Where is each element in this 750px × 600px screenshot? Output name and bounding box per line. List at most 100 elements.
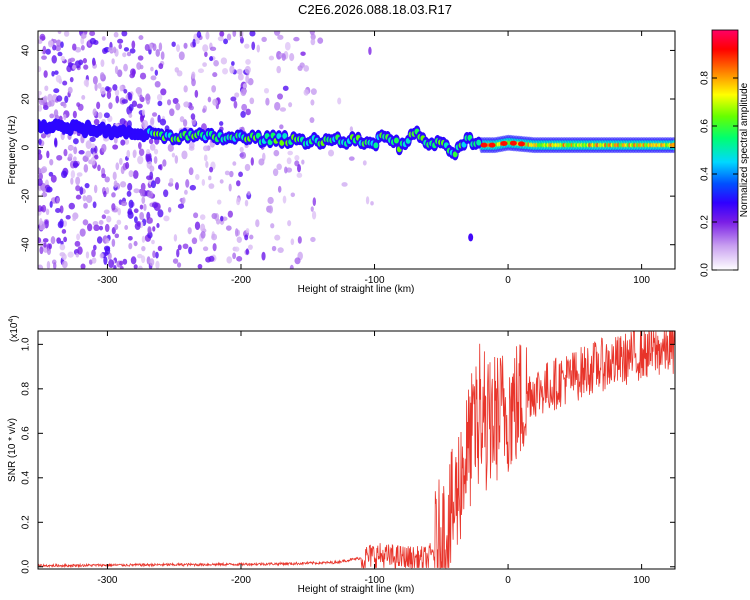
spectrogram-cell [121, 99, 128, 104]
spectrogram-cell [63, 148, 68, 157]
spectrogram-cell [104, 251, 109, 257]
spectrogram-cell [480, 142, 488, 148]
spectrogram-cell [224, 170, 230, 176]
spectrogram-cell [112, 84, 118, 91]
spectrogram-cell [91, 249, 96, 258]
spectrogram-cell [121, 31, 128, 37]
spectrogram-cell [232, 31, 237, 37]
spectrogram-cell [92, 60, 97, 66]
spectrogram-cell [111, 203, 116, 211]
spectrogram-cell [122, 258, 128, 265]
y-tick-label: 20 [21, 93, 32, 105]
spectrogram-cell [169, 145, 174, 152]
spectrogram-cell [38, 153, 43, 161]
spectrogram-cell [154, 69, 158, 76]
spectrogram-cell [41, 204, 47, 213]
spectrogram-cell [197, 264, 203, 269]
spectrogram-cell [365, 196, 370, 205]
spectrogram-cell [59, 243, 66, 251]
spectrogram-cell [50, 236, 56, 245]
spectrogram-cell [122, 52, 127, 58]
spectrogram-cell [310, 206, 314, 212]
spectrogram-cell [106, 215, 112, 223]
spectrogram-cell [277, 247, 284, 254]
spectrogram-cell [193, 212, 199, 219]
spectrogram-cell [46, 150, 50, 159]
spectrogram-cell [245, 74, 250, 84]
spectrogram-cell [72, 216, 77, 222]
colorbar-tick-label: 0.8 [700, 71, 711, 85]
spectrogram-cell [134, 222, 141, 231]
spectrogram-cell [48, 171, 54, 177]
spectrogram-cell [245, 228, 250, 234]
spectrogram-cell [152, 43, 157, 52]
spectrogram-cell [53, 88, 60, 94]
spectrogram-cell [310, 236, 316, 243]
spectrogram-cell [226, 256, 233, 264]
spectrogram-cell [276, 50, 282, 60]
spectrogram-cell [72, 43, 77, 51]
spectrogram-cell [370, 201, 374, 206]
spectrogram-cell [97, 82, 102, 89]
spectrogram-cell [123, 47, 130, 52]
spectrogram-cell [138, 148, 145, 156]
spectrogram-cell [42, 187, 46, 193]
spectrogram-cell [67, 145, 75, 150]
spectrogram-cell [107, 47, 115, 53]
spectrogram-cell [174, 155, 179, 164]
spectrogram-cell [126, 149, 131, 158]
spectrogram-cell [38, 237, 42, 244]
spectrogram-cell [157, 245, 163, 252]
spectrogram-cell [103, 190, 107, 198]
spectrogram-cell [216, 199, 222, 205]
snr-series-line [38, 331, 675, 569]
spectrogram-cell [106, 90, 112, 100]
spectrogram-cell [73, 146, 78, 155]
spectrogram-cell [171, 152, 176, 158]
spectrogram-cell [297, 236, 302, 244]
spectrogram-cell [176, 248, 180, 258]
spectrogram-cell [240, 88, 247, 97]
spectrogram-cell [153, 156, 158, 164]
spectrogram-cell [138, 142, 142, 150]
spectrogram-cell [63, 236, 68, 243]
spectrogram-cell [47, 93, 53, 102]
spectrogram-cell [126, 190, 132, 197]
y-tick-label: 1.0 [21, 337, 32, 351]
spectrogram-cell [154, 80, 161, 88]
spectrogram-cell [119, 265, 124, 269]
spectrogram-cell [103, 112, 110, 119]
spectrogram-cell [76, 172, 83, 177]
spectrogram-cell [113, 31, 119, 38]
spectrogram-cell [38, 178, 43, 186]
spectrogram-cell [127, 235, 133, 241]
y-tick-label: 0.4 [21, 470, 32, 484]
spectrogram-cell [282, 195, 287, 204]
spectrogram-cell [117, 207, 122, 216]
spectrogram-cell [145, 154, 151, 162]
spectrogram-cell [233, 100, 238, 109]
spectrogram-cell [348, 156, 355, 161]
spectrogram-cell [179, 116, 185, 123]
spectrogram-cell [256, 44, 261, 53]
spectrogram-cell [133, 240, 138, 247]
spectrogram-cell [201, 178, 206, 186]
spectrogram-cell [267, 196, 274, 205]
spectrogram-cell [225, 225, 232, 231]
spectrogram-cell [149, 143, 156, 151]
spectrogram-cell [150, 66, 154, 72]
spectrogram-cell [196, 31, 202, 39]
spectrogram-cell [312, 197, 317, 206]
spectrogram-cell [175, 44, 181, 53]
spectrogram-cell [63, 31, 70, 37]
spectrogram-cell [274, 101, 281, 111]
spectrogram-cell [99, 252, 104, 259]
spectrogram-cell [244, 234, 249, 241]
spectrogram-cell [56, 39, 62, 48]
spectrogram-cell [162, 159, 167, 167]
spectrogram-cell [150, 75, 157, 81]
spectrogram-cell [160, 51, 165, 60]
spectrogram-cell [92, 108, 97, 117]
spectrogram-cell [152, 226, 156, 232]
spectrogram-x-label: Height of straight line (km) [298, 284, 415, 295]
